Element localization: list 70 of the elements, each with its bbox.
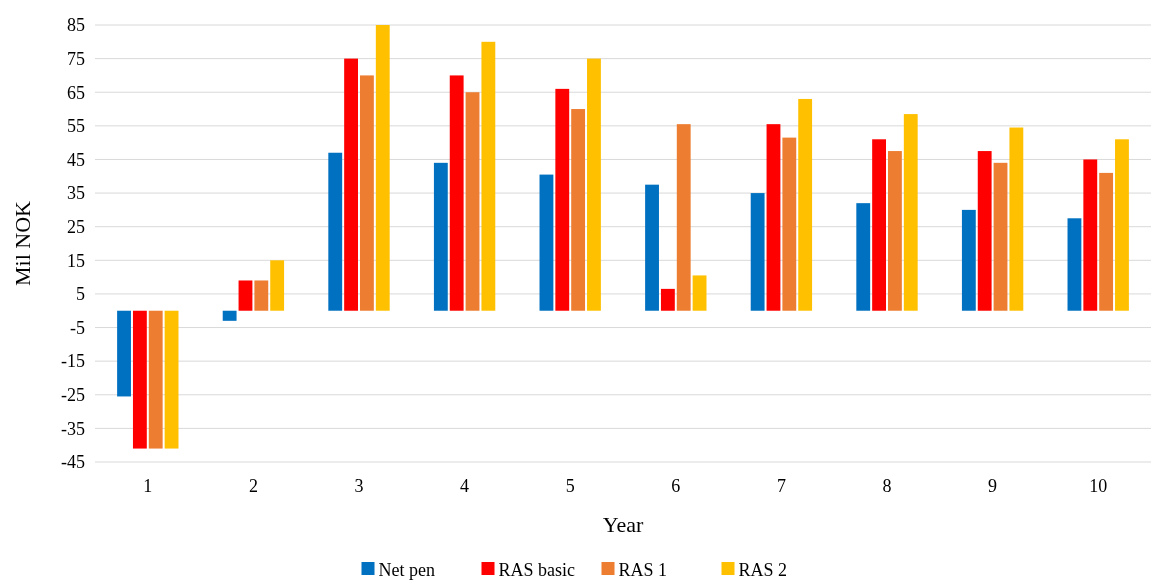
legend-label: Net pen <box>378 560 435 580</box>
bar <box>977 151 992 311</box>
bar <box>148 310 163 449</box>
bar <box>1009 127 1024 311</box>
bar <box>555 88 570 311</box>
y-tick-label: 5 <box>76 284 85 305</box>
bar <box>571 109 586 311</box>
y-tick-label: 85 <box>67 15 85 36</box>
x-tick-label: 1 <box>143 476 153 496</box>
bar <box>132 310 147 449</box>
bar <box>270 260 285 311</box>
bar <box>1115 139 1129 311</box>
bar <box>481 41 496 311</box>
bar <box>465 92 480 311</box>
x-tick-label: 2 <box>248 476 258 496</box>
bar <box>782 137 797 311</box>
legend-label: RAS 1 <box>618 560 668 580</box>
legend-label: RAS basic <box>498 560 576 580</box>
bar <box>766 124 781 311</box>
y-tick-label: 25 <box>67 216 85 237</box>
bar <box>903 114 918 311</box>
bar <box>433 162 448 311</box>
y-tick-label: 35 <box>67 183 85 204</box>
x-tick-label: 9 <box>988 476 998 496</box>
y-tick-label: -35 <box>61 418 85 439</box>
y-tick-label: -25 <box>61 385 85 406</box>
bar <box>344 58 358 311</box>
x-tick-label: 5 <box>565 476 575 496</box>
bar <box>888 151 902 311</box>
bar <box>375 25 390 311</box>
bar <box>449 75 464 311</box>
y-tick-label: 75 <box>67 48 85 69</box>
bar <box>328 152 343 311</box>
y-tick-label: 45 <box>67 149 85 170</box>
bar <box>961 209 976 311</box>
bar <box>872 139 886 311</box>
y-axis-title: Mil NOK <box>10 200 35 286</box>
bar <box>222 310 237 321</box>
bar <box>539 174 554 311</box>
legend-label: RAS 2 <box>738 560 788 580</box>
x-tick-label: 4 <box>460 476 470 496</box>
x-tick-label: 8 <box>882 476 892 496</box>
y-tick-label: -5 <box>70 317 85 338</box>
y-tick-label: -45 <box>61 452 85 473</box>
bar <box>1067 218 1082 311</box>
bar <box>1083 159 1098 311</box>
bar <box>692 275 707 311</box>
bar <box>993 162 1008 311</box>
bar <box>750 193 765 311</box>
bar <box>1099 172 1114 311</box>
bar <box>645 184 659 311</box>
x-axis-title: Year <box>602 512 644 537</box>
bar <box>254 280 269 311</box>
y-tick-label: -15 <box>61 351 85 372</box>
bar <box>856 203 871 311</box>
y-tick-label: 65 <box>67 82 85 103</box>
x-tick-label: 3 <box>354 476 364 496</box>
bar <box>117 310 131 397</box>
x-tick-label: 7 <box>776 476 786 496</box>
bar <box>164 310 179 449</box>
x-tick-label: 6 <box>671 476 681 496</box>
bar <box>660 288 675 311</box>
bar <box>360 75 374 311</box>
bar <box>238 280 253 311</box>
bar <box>676 124 691 311</box>
y-tick-label: 15 <box>67 250 85 271</box>
bar <box>798 98 813 311</box>
bar <box>587 58 601 311</box>
x-tick-label: 10 <box>1089 476 1108 496</box>
y-tick-label: 55 <box>67 116 85 137</box>
